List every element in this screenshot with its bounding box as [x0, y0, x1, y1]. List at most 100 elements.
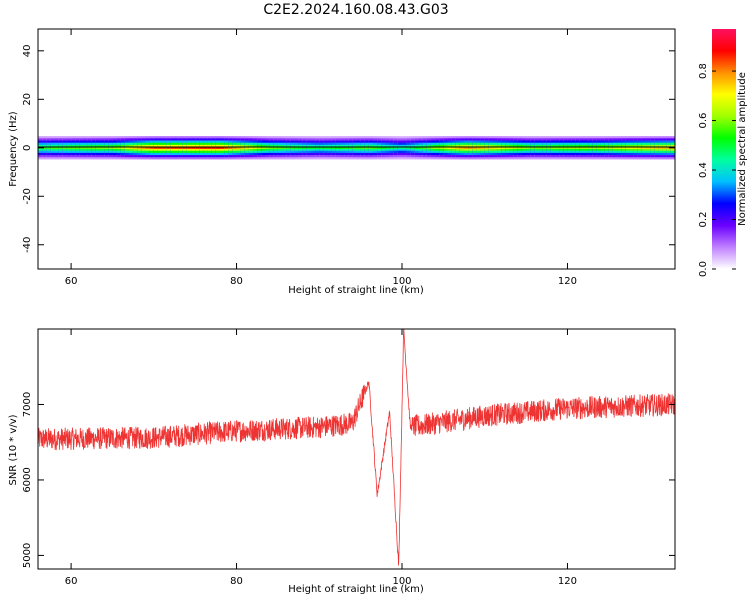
- spectrogram-xtick-label: 80: [230, 276, 243, 287]
- heatmap-cell: [311, 146, 316, 149]
- heatmap-cell: [182, 146, 188, 149]
- heatmap-cell: [596, 146, 601, 149]
- heatmap-cell: [248, 146, 254, 149]
- heatmap-cell: [484, 146, 490, 149]
- colorbar-tick-label: 0.4: [698, 162, 709, 178]
- heatmap-cell: [207, 146, 213, 149]
- heatmap-cell: [286, 146, 291, 149]
- heatmap-cell: [244, 146, 250, 149]
- colorbar-tick-label: 0.8: [698, 63, 709, 79]
- heatmap-cell: [290, 146, 295, 149]
- colorbar-tick-label: 0.2: [698, 212, 709, 228]
- colorbar-label: Normalized spectral amplitude: [737, 72, 748, 226]
- heatmap-cell: [306, 146, 312, 149]
- heatmap-cell: [555, 146, 560, 149]
- heatmap-cell: [211, 146, 217, 149]
- heatmap-cell: [236, 146, 241, 149]
- heatmap-cell: [50, 146, 55, 149]
- heatmap-cell: [282, 146, 287, 149]
- heatmap-cell: [364, 146, 370, 149]
- heatmap-cell: [46, 146, 51, 149]
- snr-ticks: 60 80 100 120 7000 6000 5000: [22, 329, 675, 587]
- heatmap-cell: [521, 146, 527, 149]
- heatmap-cell: [339, 146, 345, 149]
- heatmap-cell: [87, 146, 93, 149]
- heatmap-cell: [141, 146, 146, 149]
- heatmap-cell: [273, 146, 279, 149]
- heatmap-cell: [178, 146, 184, 149]
- heatmap-cell: [402, 146, 407, 149]
- heatmap-cell: [186, 146, 192, 149]
- snr-xtick-label: 120: [558, 576, 577, 587]
- heatmap-cell: [579, 146, 585, 149]
- heatmap-cell: [464, 146, 469, 149]
- spectrogram-ytick-label: -40: [22, 237, 33, 253]
- heatmap-cell: [410, 146, 415, 149]
- heatmap-cell: [232, 146, 237, 149]
- heatmap-cell: [54, 146, 59, 149]
- heatmap-cell: [430, 146, 436, 149]
- heatmap-cell: [625, 146, 630, 149]
- heatmap-cell: [62, 146, 68, 149]
- heatmap-cell: [571, 146, 577, 149]
- heatmap-cell: [129, 146, 134, 149]
- heatmap-cell: [58, 146, 64, 149]
- heatmap-cell: [650, 146, 655, 149]
- heatmap-cell: [608, 146, 614, 149]
- heatmap-cell: [95, 146, 101, 149]
- heatmap-cell: [497, 146, 502, 149]
- heatmap-cell: [443, 146, 448, 149]
- colorbar-tick-label: 0.0: [698, 261, 709, 277]
- heatmap-cell: [468, 146, 473, 149]
- heatmap-cell: [526, 146, 531, 149]
- heatmap-cell: [137, 146, 142, 149]
- snr-series-line: [38, 329, 675, 566]
- spectrogram-xtick-label: 60: [65, 276, 78, 287]
- heatmap-cell: [662, 146, 668, 149]
- heatmap-cell: [406, 146, 411, 149]
- snr-xtick-label: 100: [392, 576, 411, 587]
- snr-series-group: [38, 329, 675, 566]
- heatmap-cell: [203, 146, 208, 149]
- heatmap-cell: [75, 146, 80, 149]
- heatmap-cell: [269, 146, 275, 149]
- heatmap-cell: [224, 146, 229, 149]
- heatmap-cell: [381, 146, 386, 149]
- heatmap-cell: [666, 146, 672, 149]
- heatmap-cell: [298, 146, 304, 149]
- heatmap-cell: [588, 146, 593, 149]
- heatmap-cell: [393, 146, 399, 149]
- heatmap-cell: [133, 146, 138, 149]
- heatmap-cell: [220, 146, 225, 149]
- spectrogram-ytick-label: 40: [22, 44, 33, 57]
- heatmap-cell: [629, 146, 634, 149]
- heatmap-cell: [493, 146, 498, 149]
- heatmap-cell: [79, 146, 84, 149]
- heatmap-cell: [157, 146, 163, 149]
- snr-y-label: SNR (10 * v/v): [8, 414, 19, 485]
- heatmap-cell: [215, 146, 221, 149]
- heatmap-cell: [66, 146, 72, 149]
- heatmap-cell: [257, 146, 262, 149]
- heatmap-cell: [439, 146, 444, 149]
- heatmap-cell: [331, 146, 337, 149]
- heatmap-cell: [517, 146, 523, 149]
- spectrogram-xtick-label: 100: [392, 276, 411, 287]
- heatmap-cell: [368, 146, 374, 149]
- heatmap-cell: [418, 146, 423, 149]
- heatmap-cell: [637, 146, 643, 149]
- heatmap-cell: [253, 146, 258, 149]
- heatmap-cell: [513, 146, 519, 149]
- snr-frame: [37, 328, 676, 570]
- heatmap-cell: [228, 146, 233, 149]
- heatmap-cell: [360, 146, 366, 149]
- heatmap-cell: [633, 146, 639, 149]
- heatmap-cell: [124, 146, 130, 149]
- heatmap-cell: [397, 146, 403, 149]
- heatmap-cell: [505, 146, 510, 149]
- heatmap-cell: [71, 146, 76, 149]
- spectrogram-ytick-label: 20: [22, 93, 33, 106]
- heatmap-cell: [104, 146, 109, 149]
- heatmap-cell: [646, 146, 651, 149]
